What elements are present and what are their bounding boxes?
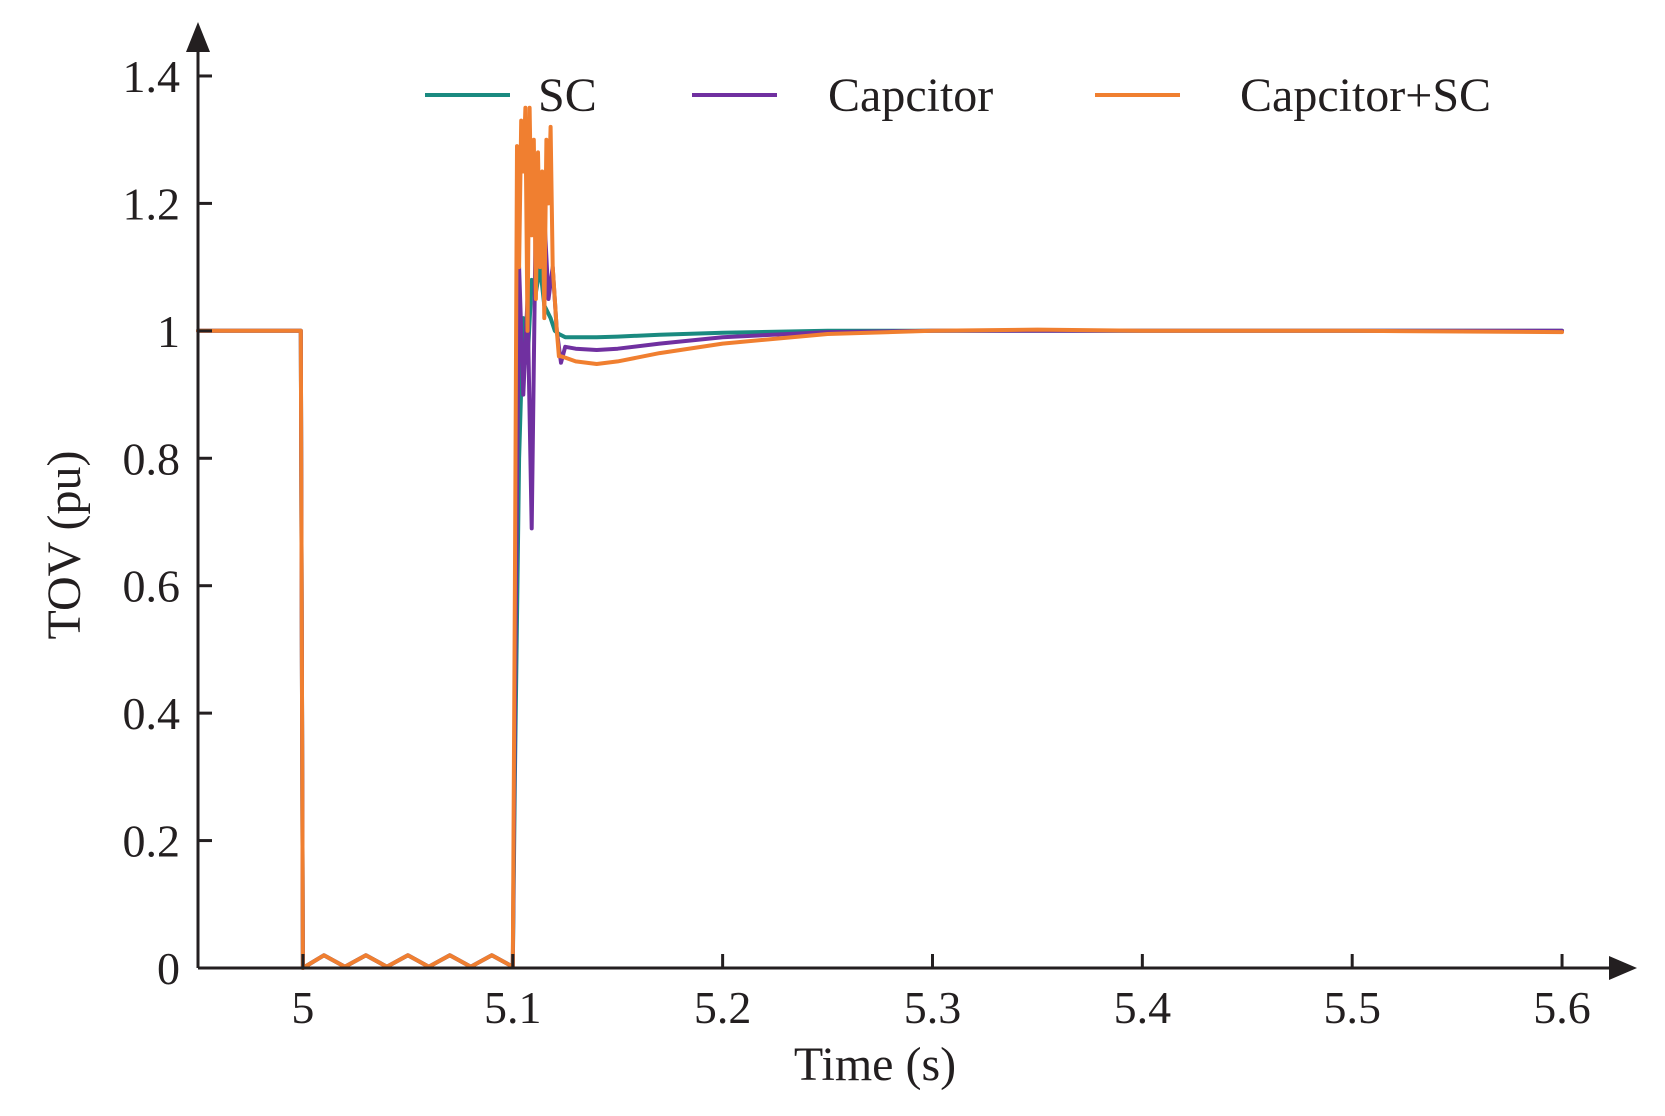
x-tick-label: 5 <box>291 982 314 1033</box>
x-ticks: 5 5.1 5.2 5.3 5.4 5.5 5.6 <box>291 954 1591 1033</box>
series-line-capcitor-sc <box>196 105 1564 970</box>
y-tick-label: 1 <box>157 306 180 357</box>
x-axis-arrowhead <box>1609 956 1637 980</box>
x-tick-label: 5.3 <box>904 982 962 1033</box>
y-tick-label: 1.2 <box>123 178 181 229</box>
x-axis-title: Time (s) <box>794 1038 956 1091</box>
y-axis-title: TOV (pu) <box>38 451 91 640</box>
legend-label-capcitor: Capcitor <box>828 69 993 122</box>
legend-label-sc: SC <box>538 69 597 122</box>
series-line-capcitor <box>196 201 1564 970</box>
y-tick-label: 1.4 <box>123 51 181 102</box>
y-axis-arrowhead <box>186 22 210 52</box>
series-layer <box>196 105 1564 970</box>
x-tick-label: 5.5 <box>1323 982 1381 1033</box>
x-tick-label: 5.1 <box>484 982 542 1033</box>
y-tick-label: 0.2 <box>123 816 181 867</box>
y-tick-label: 0.4 <box>123 688 181 739</box>
y-tick-label: 0 <box>157 943 180 994</box>
x-tick-label: 5.4 <box>1114 982 1172 1033</box>
y-tick-label: 0.6 <box>123 561 181 612</box>
y-tick-label: 0.8 <box>123 433 181 484</box>
series-line-sc <box>196 265 1564 970</box>
x-tick-label: 5.6 <box>1533 982 1591 1033</box>
legend: SC Capcitor Capcitor+SC <box>425 69 1491 122</box>
y-ticks: 0 0.2 0.4 0.6 0.8 1 1.2 1.4 <box>123 51 212 994</box>
legend-label-capcitor-sc: Capcitor+SC <box>1240 69 1491 122</box>
x-tick-label: 5.2 <box>694 982 752 1033</box>
